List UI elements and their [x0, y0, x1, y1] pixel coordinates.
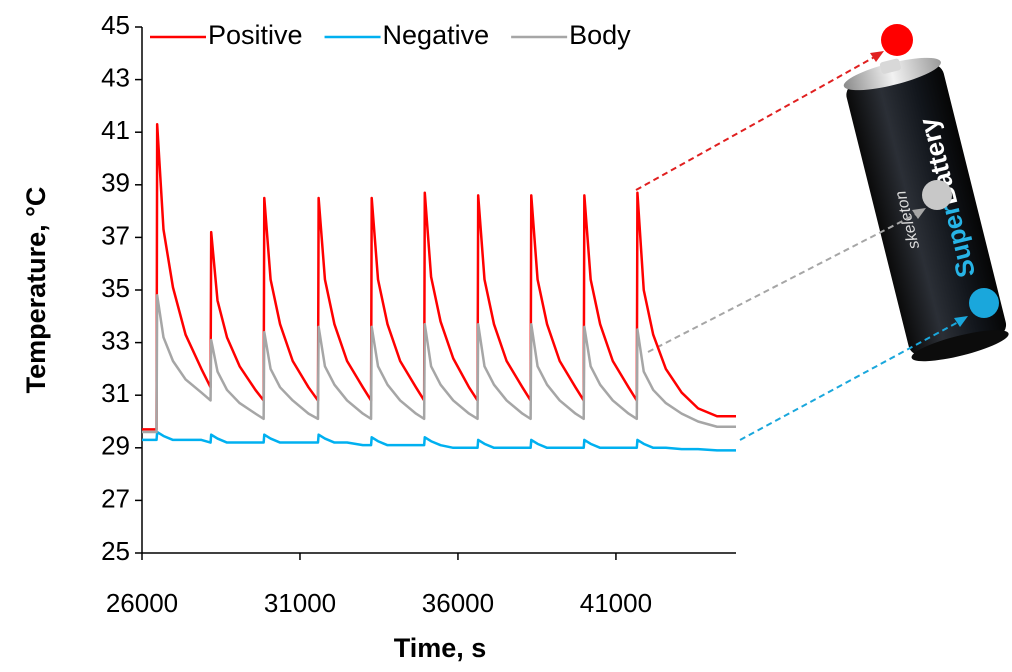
- y-tick-label: 43: [101, 62, 130, 92]
- series-line: [142, 294, 736, 434]
- legend-label: Body: [569, 20, 631, 50]
- callout-negative: [739, 319, 963, 441]
- sensor-body: [922, 180, 952, 210]
- y-tick-label: 25: [101, 536, 130, 566]
- x-tick-label: 36000: [422, 588, 494, 618]
- y-tick-label: 41: [101, 115, 130, 145]
- arrowhead: [870, 51, 884, 62]
- legend-label: Positive: [208, 20, 303, 50]
- y-tick-label: 33: [101, 325, 130, 355]
- y-tick-label: 29: [101, 431, 130, 461]
- x-axis-title: Time, s: [394, 633, 487, 663]
- x-tick-label: 26000: [106, 588, 178, 618]
- y-tick-label: 39: [101, 168, 130, 198]
- y-tick-label: 45: [101, 10, 130, 40]
- arrowhead: [954, 316, 968, 327]
- y-tick-label: 31: [101, 378, 130, 408]
- battery-cap: [843, 57, 941, 91]
- legend-label: Negative: [383, 20, 490, 50]
- sensor-positive: [881, 24, 913, 56]
- y-tick-label: 35: [101, 273, 130, 303]
- x-tick-label: 41000: [580, 588, 652, 618]
- battery-body: [846, 64, 1007, 356]
- y-tick-label: 27: [101, 483, 130, 513]
- battery-terminal: [879, 58, 901, 74]
- arrowhead: [912, 208, 926, 219]
- callouts: [635, 24, 999, 441]
- series-line: [142, 430, 736, 452]
- callout-positive: [635, 54, 879, 191]
- series-line: [142, 123, 736, 431]
- callout-body: [647, 211, 921, 353]
- x-tick-label: 31000: [264, 588, 336, 618]
- y-axis-title: Temperature, °C: [21, 187, 51, 394]
- y-tick-label: 37: [101, 220, 130, 250]
- battery-bottom: [911, 330, 1009, 362]
- battery-illustration: skeleton SuperBattery: [843, 57, 1009, 362]
- sensor-negative: [969, 288, 999, 318]
